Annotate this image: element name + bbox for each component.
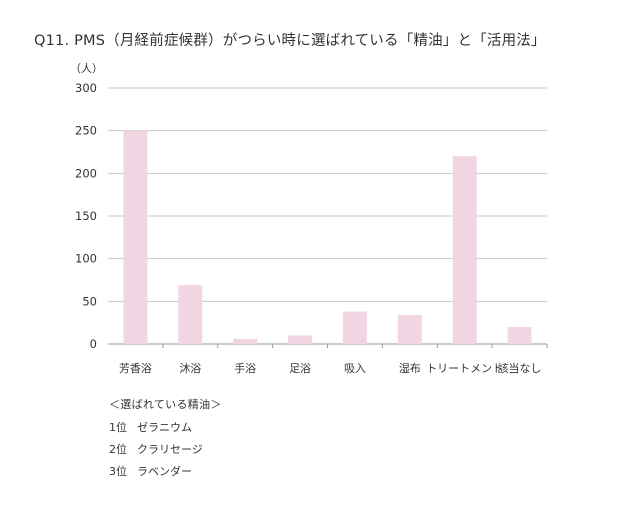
chart-title: Q11. PMS（月経前症候群）がつらい時に選ばれている「精油」と「活用法」 xyxy=(34,33,546,49)
x-tick-label: 吸入 xyxy=(344,362,366,375)
x-tick-label: 沐浴 xyxy=(179,362,201,375)
notes-rank: 3位 xyxy=(109,465,127,478)
x-tick-label: 足浴 xyxy=(289,362,311,375)
x-tick-label: 手浴 xyxy=(234,361,256,375)
notes-oil-name: ラベンダー xyxy=(137,465,192,478)
notes-item-2: 2位 クラリセージ xyxy=(109,441,222,457)
y-tick-label: 100 xyxy=(75,252,97,266)
bar-1 xyxy=(123,130,148,344)
x-tick-label: トリートメント xyxy=(426,362,503,375)
bar-5 xyxy=(342,311,367,344)
x-tick-label: 該当なし xyxy=(498,361,542,375)
y-tick-label: 50 xyxy=(82,294,97,308)
x-tick-label: 芳香浴 xyxy=(119,361,152,375)
bar-6 xyxy=(397,314,422,344)
notes-heading: ＜選ばれている精油＞ xyxy=(109,398,222,411)
y-tick-label: 200 xyxy=(75,166,97,180)
notes-rank: 2位 xyxy=(109,443,127,456)
x-tick-label: 湿布 xyxy=(399,362,421,375)
y-tick-label: 0 xyxy=(90,337,97,351)
notes-item-1: 1位 ゼラニウム xyxy=(109,419,222,435)
bar-8 xyxy=(507,326,532,344)
bar-4 xyxy=(288,335,313,344)
y-tick-label: 300 xyxy=(75,81,97,95)
y-axis-unit-label: （人） xyxy=(70,62,103,75)
bar-2 xyxy=(178,285,203,344)
notes-rank: 1位 xyxy=(109,421,127,434)
notes-oil-name: ゼラニウム xyxy=(137,421,192,434)
notes-oil-name: クラリセージ xyxy=(137,443,203,456)
selected-oils-notes: ＜選ばれている精油＞ 1位 ゼラニウム 2位 クラリセージ 3位 ラベンダー xyxy=(109,396,222,485)
y-tick-label: 250 xyxy=(75,124,97,138)
bar-3 xyxy=(233,338,258,344)
y-tick-label: 150 xyxy=(75,209,97,223)
notes-item-3: 3位 ラベンダー xyxy=(109,463,222,479)
bar-7 xyxy=(452,156,477,344)
